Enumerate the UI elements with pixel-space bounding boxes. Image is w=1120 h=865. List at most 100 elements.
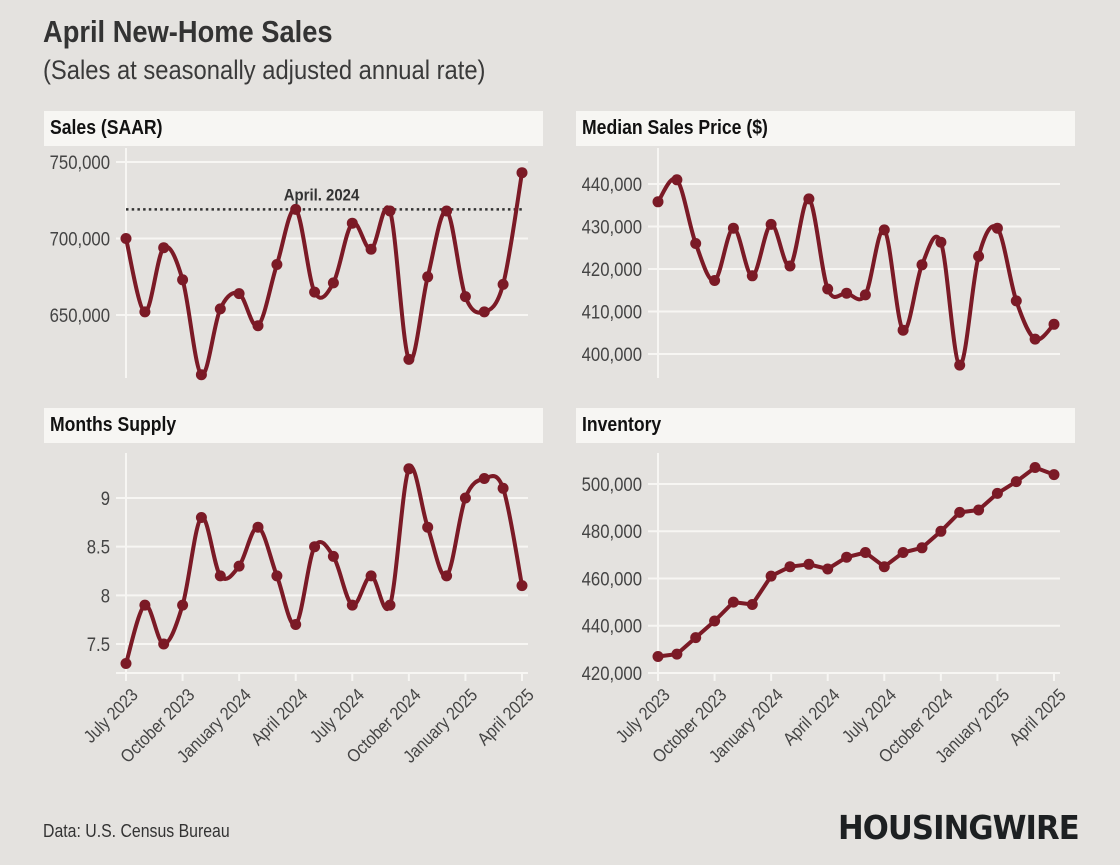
y-tick-label: 700,000	[50, 229, 110, 250]
chart-subtitle: (Sales at seasonally adjusted annual rat…	[43, 55, 486, 85]
data-point-oct-2024	[935, 525, 947, 537]
x-tick-label: April 2024	[247, 685, 312, 750]
data-point-aug-2023	[139, 306, 151, 318]
y-tick-label: 8	[101, 585, 110, 606]
data-point-oct-2024	[935, 236, 947, 248]
data-point-feb-2025	[478, 306, 490, 318]
data-point-sep-2023	[690, 632, 702, 644]
panel-header-price: Median Sales Price ($)	[576, 111, 1075, 146]
data-point-sep-2023	[158, 242, 170, 254]
y-tick-label: 420,000	[582, 259, 642, 280]
data-point-nov-2023	[727, 222, 739, 234]
data-point-apr-2025	[516, 167, 528, 179]
data-point-apr-2025	[1048, 318, 1060, 330]
y-tick-label: 500,000	[582, 474, 642, 495]
data-point-nov-2023	[195, 512, 207, 523]
data-point-oct-2024	[403, 353, 415, 365]
data-point-may-2024	[309, 541, 321, 553]
data-point-jan-2025	[991, 487, 1003, 499]
data-point-sep-2024	[384, 599, 396, 611]
data-point-feb-2024	[252, 521, 264, 533]
data-point-dec-2024	[973, 250, 985, 262]
data-point-jul-2023	[120, 658, 132, 669]
data-point-dec-2024	[441, 570, 453, 582]
y-tick-label: 480,000	[582, 521, 642, 542]
data-point-mar-2024	[271, 570, 283, 582]
data-point-oct-2023	[177, 599, 189, 611]
data-point-mar-2024	[803, 558, 815, 570]
data-point-aug-2023	[139, 599, 151, 611]
data-point-feb-2025	[478, 473, 490, 484]
series-line	[656, 176, 1056, 368]
source-note: Data: U.S. Census Bureau	[43, 821, 230, 841]
data-point-nov-2023	[195, 369, 207, 381]
y-tick-label: 410,000	[582, 302, 642, 323]
data-point-may-2024	[841, 287, 853, 299]
data-point-feb-2024	[252, 320, 264, 332]
data-point-may-2024	[309, 286, 321, 298]
y-tick-label: 460,000	[582, 569, 642, 590]
chart-inventory: 420,000440,000460,000480,000500,000July …	[582, 453, 1070, 767]
data-point-jun-2024	[327, 550, 339, 562]
data-point-aug-2024	[365, 570, 377, 582]
chart-sales: 650,000 700,000 750,000 April. 2024	[50, 148, 528, 381]
data-point-oct-2023	[709, 615, 721, 627]
y-tick-label: 7.5	[87, 634, 110, 655]
data-point-jan-2024	[233, 560, 245, 572]
panel-title-supply: Months Supply	[50, 414, 177, 436]
data-point-oct-2023	[177, 274, 189, 286]
data-point-oct-2024	[403, 463, 415, 475]
x-tick-label: April 2025	[473, 685, 538, 750]
data-point-nov-2024	[954, 359, 966, 371]
data-point-jun-2024	[327, 277, 339, 289]
data-point-mar-2025	[1029, 333, 1041, 345]
chart-title: April New-Home Sales	[43, 14, 333, 49]
data-point-dec-2023	[214, 303, 226, 315]
data-point-aug-2024	[365, 243, 377, 255]
data-point-jan-2024	[233, 288, 245, 300]
data-point-jul-2023	[120, 233, 132, 244]
data-point-sep-2024	[916, 259, 928, 271]
y-tick-label: 440,000	[582, 174, 642, 195]
data-point-mar-2024	[271, 259, 283, 270]
panel-header-supply: Months Supply	[44, 408, 543, 443]
data-point-jul-2024	[878, 561, 890, 573]
data-point-apr-2024	[290, 619, 302, 630]
data-point-jan-2025	[991, 222, 1003, 234]
y-tick-label: 9	[101, 488, 110, 509]
data-point-jun-2024	[859, 289, 871, 301]
data-point-dec-2023	[214, 570, 226, 582]
panel-title-price: Median Sales Price ($)	[582, 117, 768, 139]
panel-header-inventory: Inventory	[576, 408, 1075, 443]
x-tick-label: April 2025	[1005, 685, 1070, 750]
data-point-may-2024	[841, 551, 853, 563]
data-point-jan-2024	[765, 218, 777, 230]
data-point-sep-2024	[916, 542, 928, 554]
data-point-apr-2024	[290, 203, 302, 215]
data-point-oct-2023	[709, 275, 721, 286]
y-tick-label: 430,000	[582, 217, 642, 238]
data-point-nov-2024	[422, 271, 434, 283]
panel-header-sales: Sales (SAAR)	[44, 111, 543, 146]
y-tick-label: 650,000	[50, 305, 110, 326]
panel-title-inventory: Inventory	[582, 414, 662, 436]
data-point-apr-2024	[822, 563, 834, 575]
data-point-jul-2023	[652, 651, 664, 662]
data-point-sep-2023	[690, 238, 702, 249]
y-tick-label: 750,000	[50, 152, 110, 173]
y-tick-label: 8.5	[87, 537, 110, 558]
data-point-feb-2024	[784, 561, 796, 573]
data-point-jun-2024	[859, 547, 871, 558]
chart-price: 400,000 410,000 420,000 430,000 440,000	[582, 148, 1060, 378]
data-point-dec-2024	[441, 205, 453, 217]
data-point-feb-2025	[1010, 295, 1022, 307]
data-point-aug-2023	[671, 648, 683, 660]
data-point-dec-2023	[746, 270, 758, 282]
y-tick-label: 400,000	[582, 344, 642, 365]
data-point-mar-2025	[497, 482, 509, 494]
x-tick-label: April 2024	[779, 685, 844, 750]
data-point-apr-2025	[1048, 469, 1060, 481]
reference-line-label: April. 2024	[284, 187, 360, 205]
